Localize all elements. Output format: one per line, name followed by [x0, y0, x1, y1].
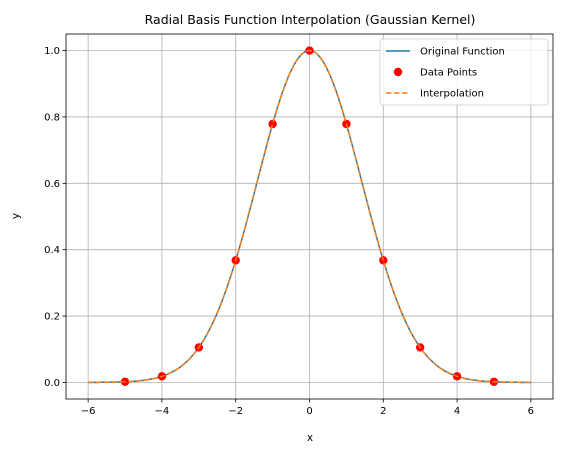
x-tick-label: 0: [306, 406, 312, 417]
legend-data-points-swatch: [393, 67, 403, 77]
legend-original-function-label: Original Function: [420, 47, 505, 58]
chart-title: Radial Basis Function Interpolation (Gau…: [145, 12, 476, 27]
y-axis-label: y: [10, 213, 22, 219]
x-tick-label: 6: [528, 406, 534, 417]
legend: Original Function Data Points Interpolatio…: [379, 38, 549, 106]
x-tick-label: −6: [81, 406, 96, 417]
data-point: [268, 119, 277, 129]
x-tick-label: 4: [454, 406, 460, 417]
y-tick-label: 0.6: [44, 179, 60, 190]
y-tick-label: 0.0: [44, 378, 60, 389]
y-tick-label: 0.4: [44, 245, 60, 256]
series-layer: [88, 46, 531, 386]
y-tick-label: 0.8: [44, 112, 60, 123]
x-axis-label: x: [307, 432, 313, 444]
legend-data-points-label: Data Points: [420, 68, 477, 79]
legend-box: [379, 38, 549, 106]
ticks: −6 −4 −2 0 2 4 6 0.0 0.2 0.4 0.6 0.8 1.0: [44, 46, 534, 417]
interpolation-line: [88, 49, 531, 384]
x-tick-label: −4: [155, 406, 170, 417]
y-tick-label: 1.0: [44, 46, 60, 57]
x-tick-label: −2: [228, 406, 243, 417]
legend-interpolation-label: Interpolation: [420, 89, 484, 100]
y-tick-label: 0.2: [44, 312, 60, 323]
x-tick-label: 2: [380, 406, 386, 417]
